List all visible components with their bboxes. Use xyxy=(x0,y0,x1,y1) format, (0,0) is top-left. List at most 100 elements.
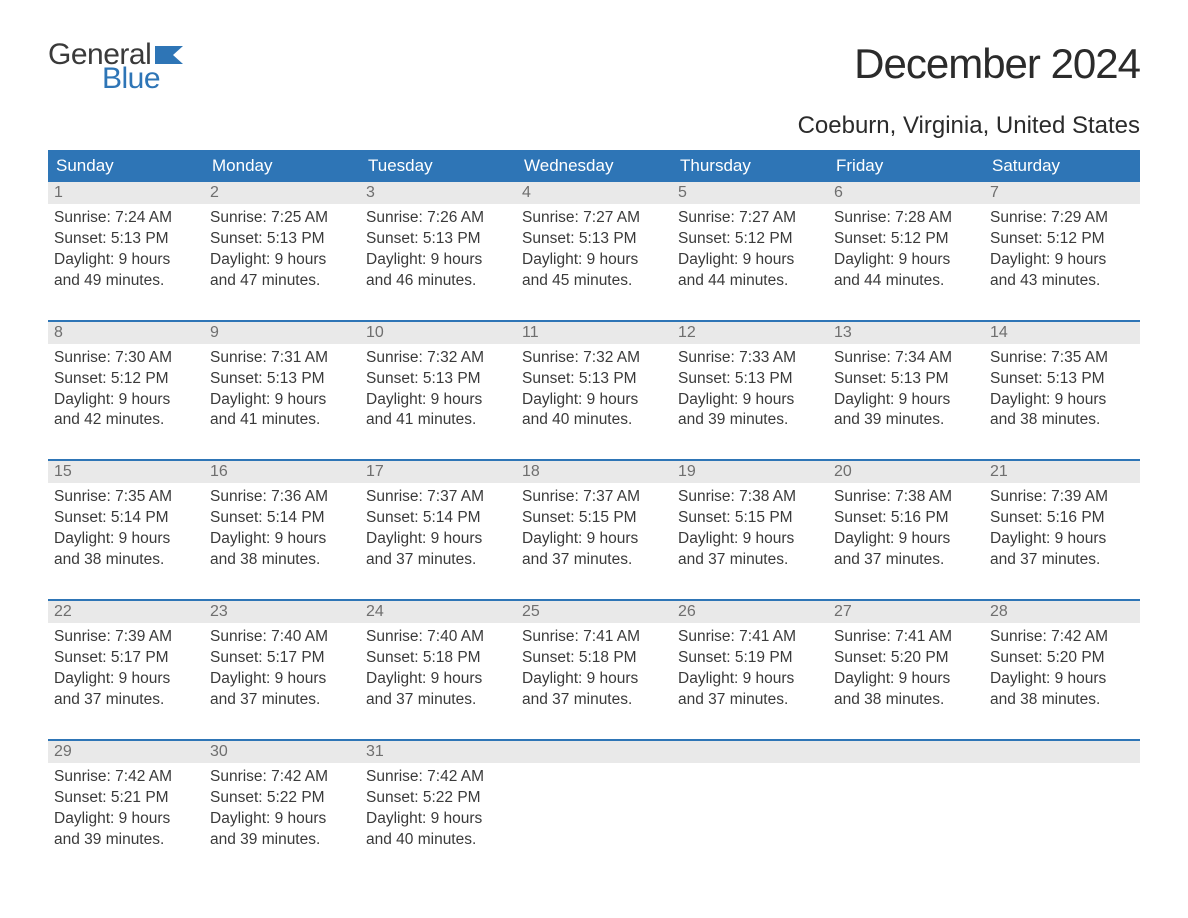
sunset-label: Sunset: 5:16 PM xyxy=(834,508,978,529)
day-cell: Sunrise: 7:32 AMSunset: 5:13 PMDaylight:… xyxy=(516,344,672,432)
day-cell: Sunrise: 7:37 AMSunset: 5:14 PMDaylight:… xyxy=(360,483,516,571)
day-number: 30 xyxy=(204,741,360,763)
dow-saturday: Saturday xyxy=(984,150,1140,182)
day-number: 28 xyxy=(984,601,1140,623)
daylight-label: Daylight: 9 hours xyxy=(366,809,510,830)
day-number: 18 xyxy=(516,461,672,483)
sunset-label: Sunset: 5:13 PM xyxy=(990,369,1134,390)
daylight-label: Daylight: 9 hours xyxy=(210,529,354,550)
day-number: 25 xyxy=(516,601,672,623)
day-number: 3 xyxy=(360,182,516,204)
sunset-label: Sunset: 5:13 PM xyxy=(366,369,510,390)
sunrise-label: Sunrise: 7:38 AM xyxy=(678,487,822,508)
sunrise-label: Sunrise: 7:29 AM xyxy=(990,208,1134,229)
day-cell: Sunrise: 7:33 AMSunset: 5:13 PMDaylight:… xyxy=(672,344,828,432)
weeks-container: 1234567Sunrise: 7:24 AMSunset: 5:13 PMDa… xyxy=(48,182,1140,878)
header: General Blue December 2024 xyxy=(48,40,1140,94)
sunrise-label: Sunrise: 7:28 AM xyxy=(834,208,978,229)
day-number: 12 xyxy=(672,322,828,344)
sunrise-label: Sunrise: 7:42 AM xyxy=(366,767,510,788)
sunset-label: Sunset: 5:13 PM xyxy=(366,229,510,250)
day-number: 1 xyxy=(48,182,204,204)
sunrise-label: Sunrise: 7:37 AM xyxy=(366,487,510,508)
daylight-label: Daylight: 9 hours xyxy=(54,390,198,411)
sunset-label: Sunset: 5:13 PM xyxy=(834,369,978,390)
daylight-label: Daylight: 9 hours xyxy=(366,390,510,411)
daylight-label: and 39 minutes. xyxy=(678,410,822,431)
sunset-label: Sunset: 5:17 PM xyxy=(210,648,354,669)
day-cell: Sunrise: 7:28 AMSunset: 5:12 PMDaylight:… xyxy=(828,204,984,292)
week-2: 891011121314Sunrise: 7:30 AMSunset: 5:12… xyxy=(48,320,1140,460)
daylight-label: Daylight: 9 hours xyxy=(834,669,978,690)
day-number: 27 xyxy=(828,601,984,623)
detail-row: Sunrise: 7:30 AMSunset: 5:12 PMDaylight:… xyxy=(48,344,1140,460)
brand-word-bottom: Blue xyxy=(102,64,183,94)
sunset-label: Sunset: 5:18 PM xyxy=(522,648,666,669)
daylight-label: Daylight: 9 hours xyxy=(678,529,822,550)
sunset-label: Sunset: 5:15 PM xyxy=(522,508,666,529)
day-number: 8 xyxy=(48,322,204,344)
sunset-label: Sunset: 5:14 PM xyxy=(210,508,354,529)
daylight-label: Daylight: 9 hours xyxy=(366,250,510,271)
day-number: 17 xyxy=(360,461,516,483)
daynum-row: 1234567 xyxy=(48,182,1140,204)
daylight-label: and 37 minutes. xyxy=(366,690,510,711)
sunrise-label: Sunrise: 7:32 AM xyxy=(522,348,666,369)
day-number xyxy=(516,741,672,763)
daylight-label: and 45 minutes. xyxy=(522,271,666,292)
day-cell: Sunrise: 7:39 AMSunset: 5:16 PMDaylight:… xyxy=(984,483,1140,571)
day-cell xyxy=(828,763,984,851)
dow-friday: Friday xyxy=(828,150,984,182)
sunrise-label: Sunrise: 7:25 AM xyxy=(210,208,354,229)
dow-tuesday: Tuesday xyxy=(360,150,516,182)
daylight-label: and 38 minutes. xyxy=(990,690,1134,711)
daynum-row: 293031 xyxy=(48,741,1140,763)
detail-row: Sunrise: 7:24 AMSunset: 5:13 PMDaylight:… xyxy=(48,204,1140,320)
calendar: Sunday Monday Tuesday Wednesday Thursday… xyxy=(48,150,1140,878)
detail-row: Sunrise: 7:39 AMSunset: 5:17 PMDaylight:… xyxy=(48,623,1140,739)
sunrise-label: Sunrise: 7:42 AM xyxy=(990,627,1134,648)
day-number: 20 xyxy=(828,461,984,483)
sunset-label: Sunset: 5:13 PM xyxy=(522,369,666,390)
day-cell: Sunrise: 7:25 AMSunset: 5:13 PMDaylight:… xyxy=(204,204,360,292)
daylight-label: Daylight: 9 hours xyxy=(990,250,1134,271)
daylight-label: Daylight: 9 hours xyxy=(522,669,666,690)
daylight-label: Daylight: 9 hours xyxy=(522,529,666,550)
daylight-label: and 49 minutes. xyxy=(54,271,198,292)
day-number: 16 xyxy=(204,461,360,483)
day-cell: Sunrise: 7:27 AMSunset: 5:13 PMDaylight:… xyxy=(516,204,672,292)
day-cell: Sunrise: 7:36 AMSunset: 5:14 PMDaylight:… xyxy=(204,483,360,571)
day-cell: Sunrise: 7:42 AMSunset: 5:20 PMDaylight:… xyxy=(984,623,1140,711)
daylight-label: and 38 minutes. xyxy=(834,690,978,711)
day-cell xyxy=(516,763,672,851)
day-number: 11 xyxy=(516,322,672,344)
daylight-label: and 44 minutes. xyxy=(834,271,978,292)
dow-sunday: Sunday xyxy=(48,150,204,182)
sunset-label: Sunset: 5:22 PM xyxy=(366,788,510,809)
daylight-label: Daylight: 9 hours xyxy=(834,250,978,271)
daylight-label: and 37 minutes. xyxy=(990,550,1134,571)
daylight-label: Daylight: 9 hours xyxy=(678,669,822,690)
sunset-label: Sunset: 5:20 PM xyxy=(990,648,1134,669)
day-cell xyxy=(672,763,828,851)
daylight-label: and 40 minutes. xyxy=(366,830,510,851)
daylight-label: Daylight: 9 hours xyxy=(678,390,822,411)
daylight-label: and 39 minutes. xyxy=(54,830,198,851)
sunset-label: Sunset: 5:13 PM xyxy=(678,369,822,390)
daylight-label: and 42 minutes. xyxy=(54,410,198,431)
sunset-label: Sunset: 5:17 PM xyxy=(54,648,198,669)
daylight-label: Daylight: 9 hours xyxy=(54,809,198,830)
daylight-label: Daylight: 9 hours xyxy=(522,390,666,411)
daylight-label: Daylight: 9 hours xyxy=(990,529,1134,550)
sunrise-label: Sunrise: 7:41 AM xyxy=(522,627,666,648)
sunrise-label: Sunrise: 7:39 AM xyxy=(54,627,198,648)
sunrise-label: Sunrise: 7:24 AM xyxy=(54,208,198,229)
day-number: 2 xyxy=(204,182,360,204)
daylight-label: and 38 minutes. xyxy=(54,550,198,571)
sunrise-label: Sunrise: 7:31 AM xyxy=(210,348,354,369)
sunrise-label: Sunrise: 7:35 AM xyxy=(990,348,1134,369)
day-number: 31 xyxy=(360,741,516,763)
sunset-label: Sunset: 5:12 PM xyxy=(678,229,822,250)
day-cell: Sunrise: 7:41 AMSunset: 5:20 PMDaylight:… xyxy=(828,623,984,711)
sunset-label: Sunset: 5:22 PM xyxy=(210,788,354,809)
